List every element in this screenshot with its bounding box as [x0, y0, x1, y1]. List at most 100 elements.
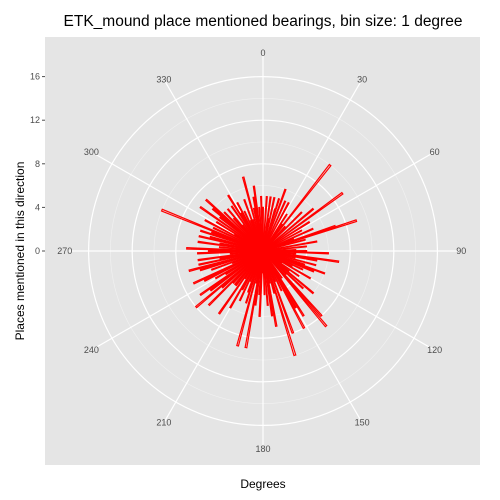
bar-330: [240, 212, 264, 252]
bar-320: [226, 208, 264, 252]
angle-tick-label: 180: [255, 444, 270, 454]
bar-275: [218, 246, 264, 252]
bar-205: [238, 250, 264, 302]
bar-260: [219, 250, 264, 260]
angle-tick-label: 150: [355, 418, 370, 428]
bar-358: [259, 195, 264, 252]
bar-255: [188, 250, 264, 273]
bar-218: [235, 250, 264, 287]
bar-28: [262, 201, 290, 252]
bar-54: [262, 191, 344, 252]
bar-198: [244, 250, 264, 304]
bar-348: [252, 207, 264, 252]
angle-tick-label: 60: [430, 147, 440, 157]
bar-0: [262, 206, 264, 252]
bar-160: [262, 250, 295, 334]
bar-262: [197, 250, 264, 262]
bar-115: [262, 250, 304, 271]
bar-250: [210, 250, 264, 271]
bar-33: [262, 213, 288, 252]
bar-125: [262, 250, 300, 278]
bar-138: [262, 250, 323, 318]
bar-345: [241, 176, 264, 252]
bar-183: [258, 250, 264, 317]
bar-355: [258, 206, 264, 252]
bar-280: [219, 242, 264, 252]
bar-328: [227, 194, 264, 252]
bar-305: [199, 205, 264, 252]
bar-148: [262, 250, 305, 317]
bar-66: [262, 227, 314, 252]
bar-75: [262, 238, 306, 252]
bar-24: [262, 200, 287, 252]
bar-192: [255, 250, 264, 284]
radial-tick-label: 0: [35, 246, 40, 256]
bar-42: [262, 225, 286, 252]
angle-labels: 0 30 60 90 120 150 180 210 240 270 300 330: [57, 48, 466, 454]
bar-195: [236, 250, 264, 347]
bar-332: [236, 201, 264, 252]
bar-225: [207, 250, 264, 307]
radial-tick-label: 16: [30, 72, 40, 82]
bar-208: [241, 250, 264, 291]
angle-tick-label: 330: [156, 74, 171, 84]
bar-150: [262, 250, 298, 309]
bar-108: [262, 250, 306, 266]
angle-tick-label: 120: [427, 345, 442, 355]
bar-312: [205, 198, 264, 252]
bar-243: [203, 250, 264, 283]
bar-335: [243, 210, 264, 252]
radial-tick-label: 12: [30, 115, 40, 125]
bar-110: [262, 250, 326, 275]
radial-tick-label: 8: [35, 159, 40, 169]
bar-130: [262, 250, 315, 295]
bar-90: [262, 250, 308, 252]
bar-38: [262, 163, 332, 252]
grid-spoke: [262, 152, 434, 252]
bar-68: [262, 237, 295, 252]
bar-230: [194, 250, 264, 309]
bar-8: [262, 196, 272, 252]
bar-258: [198, 250, 264, 266]
bar-17: [262, 197, 281, 252]
bar-50: [262, 207, 315, 252]
radial-axis: 0 4 8 12 16: [30, 72, 45, 256]
bars-layer: [160, 163, 358, 357]
bar-140: [262, 250, 328, 328]
bar-80: [262, 240, 318, 252]
bar-200: [246, 250, 264, 293]
bar-163: [262, 250, 297, 357]
bar-310: [211, 207, 264, 252]
bar-20: [262, 188, 287, 252]
bar-283: [198, 235, 264, 252]
bar-12: [262, 196, 276, 252]
bar-302: [215, 220, 264, 252]
angle-tick-label: 210: [156, 418, 171, 428]
bar-233: [209, 250, 264, 292]
angle-tick-label: 0: [260, 48, 265, 58]
bar-340: [243, 198, 264, 252]
bar-220: [233, 250, 264, 286]
bar-172: [262, 250, 274, 317]
bar-178: [262, 250, 266, 296]
bar-295: [212, 226, 264, 252]
bar-298: [204, 218, 264, 252]
bar-278: [197, 240, 264, 252]
bar-325: [230, 205, 264, 252]
bar-100: [262, 250, 318, 262]
angle-tick-label: 30: [357, 74, 367, 84]
x-axis-title: Degrees: [240, 477, 285, 491]
bar-223: [232, 250, 264, 285]
bar-240: [214, 250, 264, 280]
bar-120: [262, 250, 312, 280]
bar-105: [262, 250, 317, 267]
bar-228: [221, 250, 264, 289]
bar-155: [262, 250, 283, 292]
bar-92: [262, 250, 329, 255]
bar-145: [262, 250, 283, 279]
bar-272: [186, 247, 264, 252]
angle-tick-label: 90: [456, 246, 466, 256]
y-axis-title: Places mentioned in this direction: [13, 162, 27, 341]
angle-tick-label: 300: [84, 147, 99, 157]
bar-245: [192, 250, 264, 285]
